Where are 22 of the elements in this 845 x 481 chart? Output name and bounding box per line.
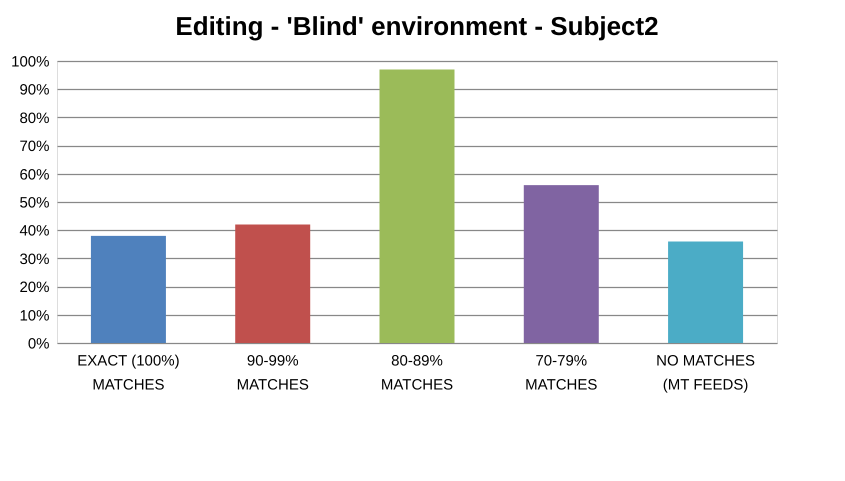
- x-tick-label: NO MATCHES (MT FEEDS): [656, 352, 756, 394]
- y-tick-label: 80%: [19, 110, 50, 127]
- chart-title: Editing - 'Blind' environment - Subject2: [175, 11, 659, 41]
- bar: [235, 224, 310, 343]
- x-tick-label: EXACT (100%) MATCHES: [77, 352, 180, 394]
- bar: [524, 185, 599, 343]
- y-tick-label: 50%: [19, 194, 50, 212]
- y-tick-label: 20%: [19, 279, 50, 296]
- y-tick-label: 0%: [28, 336, 50, 352]
- y-tick-label: 70%: [19, 138, 50, 156]
- y-tick-label: 60%: [19, 166, 50, 184]
- x-tick-label: 80-89% MATCHES: [380, 352, 454, 394]
- y-tick-label: 30%: [19, 250, 50, 268]
- x-tick-label: 90-99% MATCHES: [236, 352, 309, 394]
- y-tick-label: 10%: [19, 307, 50, 324]
- x-tick-label: 70-79% MATCHES: [525, 352, 598, 394]
- y-tick-label: 40%: [19, 222, 50, 240]
- y-tick-label: 100%: [11, 54, 50, 70]
- bar: [668, 241, 744, 343]
- bar: [380, 69, 454, 343]
- y-tick-label: 90%: [19, 82, 50, 99]
- bar: [90, 236, 166, 343]
